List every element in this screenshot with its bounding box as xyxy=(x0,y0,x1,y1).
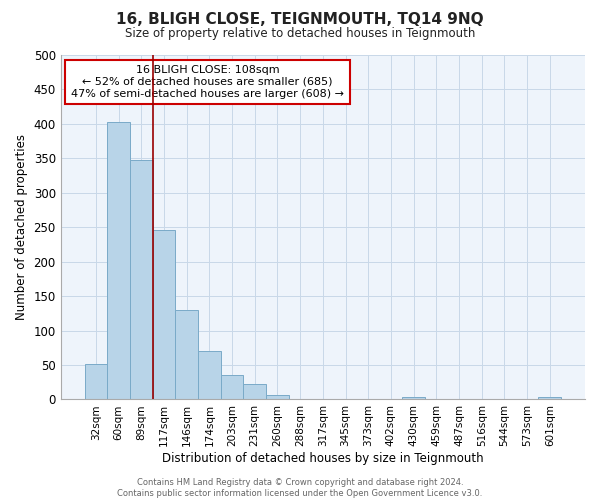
Bar xyxy=(221,374,244,400)
Bar xyxy=(198,350,221,400)
Bar xyxy=(538,398,561,400)
Bar xyxy=(175,310,198,400)
Text: Size of property relative to detached houses in Teignmouth: Size of property relative to detached ho… xyxy=(125,28,475,40)
Text: 16 BLIGH CLOSE: 108sqm
← 52% of detached houses are smaller (685)
47% of semi-de: 16 BLIGH CLOSE: 108sqm ← 52% of detached… xyxy=(71,66,344,98)
Bar xyxy=(244,384,266,400)
Bar xyxy=(266,396,289,400)
Y-axis label: Number of detached properties: Number of detached properties xyxy=(15,134,28,320)
Bar xyxy=(152,230,175,400)
Bar xyxy=(85,364,107,400)
Bar xyxy=(402,396,425,400)
Bar xyxy=(107,122,130,400)
Bar xyxy=(130,160,152,400)
Text: Contains HM Land Registry data © Crown copyright and database right 2024.
Contai: Contains HM Land Registry data © Crown c… xyxy=(118,478,482,498)
X-axis label: Distribution of detached houses by size in Teignmouth: Distribution of detached houses by size … xyxy=(162,452,484,465)
Text: 16, BLIGH CLOSE, TEIGNMOUTH, TQ14 9NQ: 16, BLIGH CLOSE, TEIGNMOUTH, TQ14 9NQ xyxy=(116,12,484,28)
